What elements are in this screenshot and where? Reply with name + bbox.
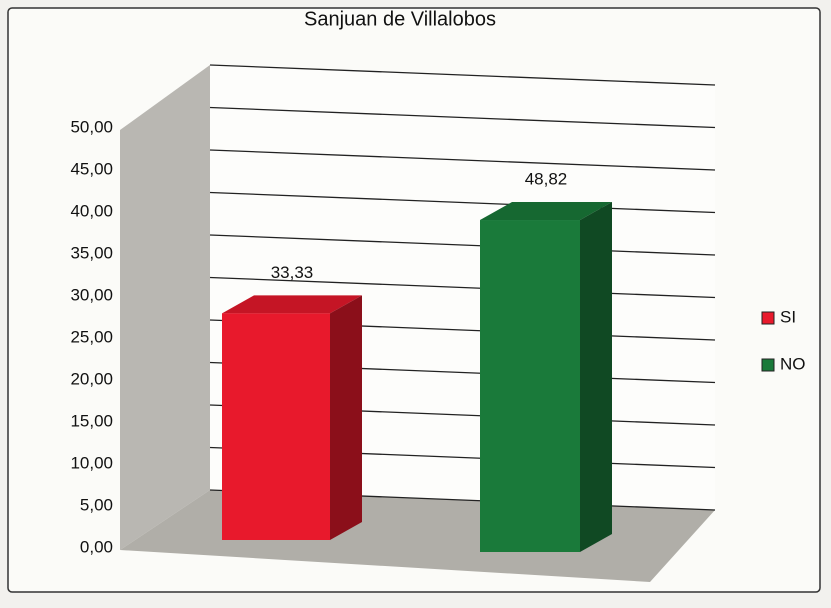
bar (222, 313, 330, 540)
grid-line (209, 106, 716, 129)
y-tick-label: 30,00 (70, 285, 113, 304)
bar-top (480, 202, 612, 221)
grid-line (209, 234, 716, 256)
bar-top (222, 295, 362, 314)
y-tick-label: 0,00 (80, 537, 113, 556)
legend-swatch (761, 311, 775, 325)
y-tick-label: 5,00 (80, 495, 113, 514)
y-tick-label: 20,00 (70, 369, 113, 388)
y-tick-label: 10,00 (70, 453, 113, 472)
side-wall (120, 65, 210, 550)
y-tick-label: 35,00 (70, 243, 113, 262)
y-tick-label: 50,00 (70, 117, 113, 136)
y-tick-label: 45,00 (70, 159, 113, 178)
y-tick-label: 15,00 (70, 411, 113, 430)
bar (480, 220, 580, 553)
bar-side (330, 295, 362, 540)
grid-line (209, 191, 716, 214)
value-label: 33,33 (271, 263, 314, 282)
legend-label: NO (780, 354, 806, 373)
bar-side (580, 202, 612, 553)
grid-line (209, 64, 716, 86)
y-tick-label: 40,00 (70, 201, 113, 220)
legend-swatch (761, 358, 775, 372)
y-tick-label: 25,00 (70, 327, 113, 346)
grid-line (209, 149, 716, 171)
legend-label: SI (780, 307, 796, 326)
chart-title: Sanjuan de Villalobos (304, 8, 496, 30)
grid-line (209, 276, 716, 299)
value-label: 48,82 (525, 170, 568, 189)
